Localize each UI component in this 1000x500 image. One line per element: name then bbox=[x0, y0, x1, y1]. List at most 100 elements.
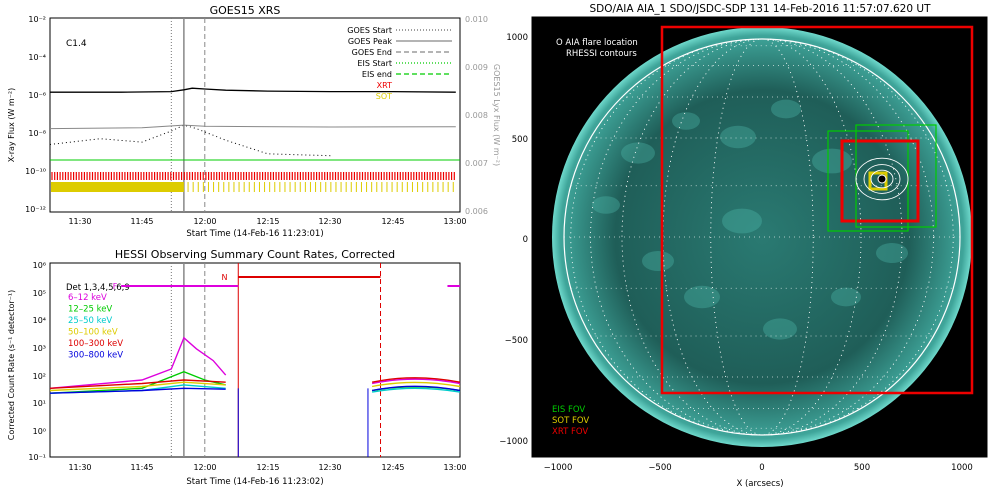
goes-class-label: C1.4 bbox=[66, 39, 87, 49]
sdo-legend-rhessi: RHESSI contours bbox=[566, 49, 637, 59]
goes-ytick-label: 10⁻⁶ bbox=[28, 91, 46, 100]
hessi-band-line bbox=[49, 336, 227, 389]
hessi-band-label: 12–25 keV bbox=[68, 305, 112, 315]
sdo-legend-bottom: EIS FOV SOT FOV XRT FOV bbox=[552, 405, 589, 437]
goes-title: GOES15 XRS bbox=[210, 4, 281, 17]
bright-region bbox=[592, 196, 620, 214]
fov-boxes bbox=[660, 25, 974, 395]
hessi-band-label: 100–300 keV bbox=[68, 339, 123, 349]
hessi-band-line-post bbox=[371, 381, 461, 388]
goes-series-line bbox=[49, 124, 331, 157]
hessi-yticks: 10⁶ 10⁵ 10⁴ 10³ 10² 10¹ 10⁰ 10⁻¹ bbox=[28, 261, 46, 462]
hessi-ytick-label: 10² bbox=[33, 372, 46, 381]
sdo-legend-flare: O AIA flare location bbox=[556, 38, 638, 48]
goes-ytick-label: 10⁻⁸ bbox=[28, 129, 46, 138]
goes-plot-frame bbox=[49, 17, 461, 213]
bright-region bbox=[642, 251, 674, 271]
sdo-ytick-label: −1000 bbox=[499, 437, 528, 447]
sdo-xtick-label: 0 bbox=[759, 463, 764, 473]
longitude-line bbox=[662, 38, 862, 436]
hessi-ytick-label: 10⁶ bbox=[33, 261, 46, 270]
hessi-band-label: 6–12 keV bbox=[68, 293, 107, 303]
sdo-ytick-label: 500 bbox=[512, 135, 528, 145]
hessi-ylabel: Corrected Count Rate (s⁻¹ detector⁻¹) bbox=[7, 290, 16, 441]
goes-ylabel-left: X-ray Flux (W m⁻²) bbox=[7, 88, 16, 163]
sdo-xtick-label: −500 bbox=[648, 463, 671, 473]
flag-f-label: F bbox=[113, 282, 118, 291]
goes-xlabel: Start Time (14-Feb-16 11:23:01) bbox=[186, 229, 323, 239]
goes-legend-label: GOES Start bbox=[347, 26, 392, 35]
hessi-det-label: Det 1,3,4,5,6,9 bbox=[66, 283, 130, 293]
goes-rtick-label: 0.009 bbox=[465, 63, 488, 72]
hessi-xlabel: Start Time (14-Feb-16 11:23:02) bbox=[186, 477, 323, 487]
hessi-xticks: 11:30 11:45 12:00 12:15 12:30 12:45 13:0… bbox=[68, 463, 466, 472]
bright-region bbox=[684, 285, 720, 309]
hessi-ytick-label: 10⁰ bbox=[33, 427, 46, 436]
hessi-band-line-post bbox=[371, 387, 461, 393]
sdo-xtick-label: 1000 bbox=[951, 463, 973, 473]
sdo-legend-xrt: XRT FOV bbox=[552, 427, 588, 437]
sot-coverage-bar bbox=[51, 182, 184, 192]
bright-region bbox=[672, 112, 700, 130]
fov-box bbox=[840, 139, 920, 223]
goes-ytick-label: 10⁻¹² bbox=[25, 205, 46, 214]
rhessi-contour bbox=[870, 169, 894, 189]
goes-rtick-label: 0.008 bbox=[465, 111, 488, 120]
goes-ytick-label: 10⁻¹⁰ bbox=[25, 167, 46, 176]
sdo-yticks: 1000 500 0 −500 −1000 bbox=[499, 33, 528, 447]
hessi-xtick-label: 12:15 bbox=[256, 463, 279, 472]
hessi-title: HESSI Observing Summary Count Rates, Cor… bbox=[115, 248, 395, 261]
goes-xtick-label: 12:30 bbox=[318, 217, 341, 226]
sdo-xlabel: X (arcsecs) bbox=[736, 479, 783, 489]
sdo-ytick-label: −500 bbox=[505, 336, 528, 346]
goes-xtick-label: 12:00 bbox=[193, 217, 216, 226]
hessi-panel: HESSI Observing Summary Count Rates, Cor… bbox=[7, 248, 467, 487]
goes-rtick-label: 0.007 bbox=[465, 159, 488, 168]
bright-region bbox=[763, 318, 797, 340]
goes-legend-label: XRT bbox=[377, 81, 392, 90]
sdo-xtick-label: 500 bbox=[854, 463, 870, 473]
sdo-xticks: −1000 −500 0 500 1000 bbox=[544, 463, 973, 473]
sdo-title: SDO/AIA AIA_1 SDO/JSDC-SDP 131 14-Feb-20… bbox=[590, 3, 932, 15]
hessi-marks: FN bbox=[49, 263, 461, 457]
hessi-band-label: 50–100 keV bbox=[68, 328, 118, 338]
goes-xtick-label: 11:45 bbox=[130, 217, 153, 226]
goes-ytick-label: 10⁻⁴ bbox=[28, 53, 46, 62]
hessi-band-line-post bbox=[371, 377, 461, 383]
hessi-band-line bbox=[49, 379, 226, 389]
hessi-xtick-label: 11:30 bbox=[68, 463, 91, 472]
sdo-legend-eis: EIS FOV bbox=[552, 405, 585, 415]
sdo-legend-top: O AIA flare location RHESSI contours bbox=[556, 38, 638, 59]
bright-region bbox=[812, 148, 852, 174]
rhessi-contour bbox=[855, 157, 909, 201]
goes-legend-label: SOT bbox=[376, 92, 392, 101]
hessi-ytick-label: 10¹ bbox=[33, 399, 46, 408]
sdo-panel: SDO/AIA AIA_1 SDO/JSDC-SDP 131 14-Feb-20… bbox=[499, 3, 988, 489]
bright-region bbox=[831, 287, 861, 307]
hessi-band-line-post bbox=[371, 378, 461, 385]
hessi-xtick-label: 12:00 bbox=[193, 463, 216, 472]
goes-xtick-label: 11:30 bbox=[68, 217, 91, 226]
hessi-xtick-label: 11:45 bbox=[130, 463, 153, 472]
goes-legend-label: EIS end bbox=[362, 70, 392, 79]
goes-series-line bbox=[50, 87, 456, 93]
longitude-line bbox=[570, 38, 954, 436]
goes-xtick-label: 13:00 bbox=[443, 217, 466, 226]
hessi-band-label: 25–50 keV bbox=[68, 316, 112, 326]
goes-xtick-label: 12:15 bbox=[256, 217, 279, 226]
goes-legend: GOES Start GOES Peak GOES End EIS Start EIS … bbox=[347, 26, 452, 101]
goes-panel: GOES15 XRS C1.4 10⁻² 10⁻⁴ 10⁻⁶ 10⁻⁸ 10⁻¹… bbox=[7, 4, 501, 239]
hessi-ytick-label: 10³ bbox=[33, 344, 46, 353]
goes-legend-label: GOES End bbox=[352, 48, 392, 57]
hessi-plot-frame bbox=[49, 262, 461, 458]
sdo-ytick-label: 1000 bbox=[506, 33, 528, 43]
goes-legend-label: GOES Peak bbox=[348, 37, 393, 46]
flare-location-marker bbox=[877, 174, 887, 184]
hessi-xtick-label: 13:00 bbox=[443, 463, 466, 472]
hessi-ytick-label: 10⁻¹ bbox=[28, 453, 46, 462]
sdo-legend-sot: SOT FOV bbox=[552, 416, 589, 426]
goes-ytick-label: 10⁻² bbox=[28, 15, 46, 24]
goes-ylabel-right: GOES15 Lyx Flux (W m⁻²) bbox=[492, 64, 501, 166]
